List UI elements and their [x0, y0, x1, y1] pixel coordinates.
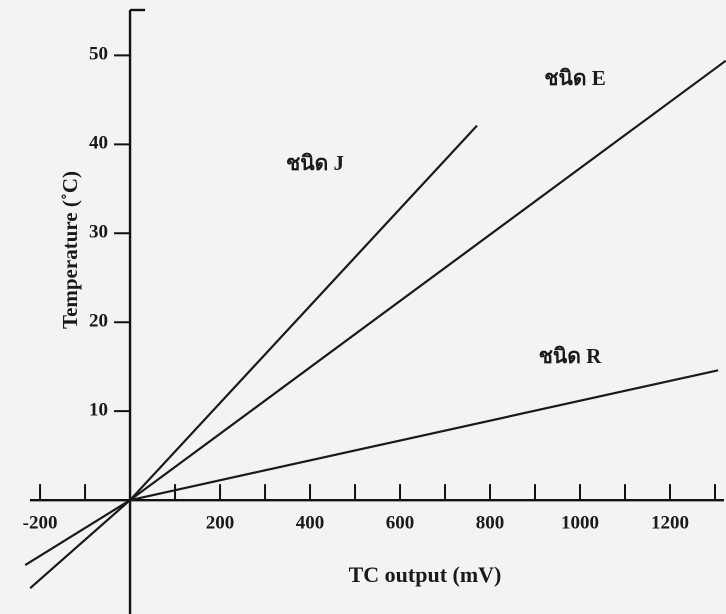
y-tick-label: 30 [89, 222, 108, 243]
x-tick-label: -200 [23, 512, 58, 533]
x-tick-label: 800 [476, 512, 505, 533]
series-label: ชนิด E [544, 66, 606, 90]
x-axis-label: TC output (mV) [349, 562, 502, 587]
x-tick-label: 200 [206, 512, 235, 533]
x-tick-label: 1200 [651, 512, 689, 533]
y-tick-label: 20 [89, 311, 108, 332]
y-axis-label: Temperature (˚C) [58, 171, 82, 329]
x-tick-label: 600 [386, 512, 415, 533]
x-tick-label: 1000 [561, 512, 599, 533]
y-tick-label: 10 [89, 400, 108, 421]
series-label: ชนิด J [286, 151, 344, 175]
y-tick-label: 40 [89, 133, 108, 154]
chart: TC output (mV) Temperature (˚C) -200 200 4… [0, 0, 726, 614]
x-tick-label: 400 [296, 512, 325, 533]
series-label: ชนิด R [539, 344, 602, 368]
y-tick-label: 50 [89, 44, 108, 65]
